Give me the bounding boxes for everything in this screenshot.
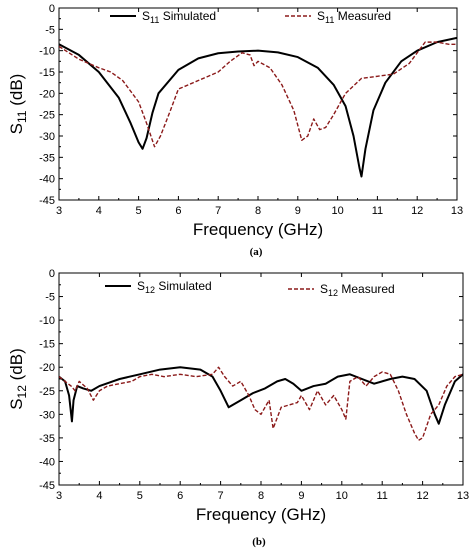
legend-entry-dashed: S12 Measured bbox=[320, 282, 395, 298]
y-tick-label: -10 bbox=[39, 315, 55, 327]
simulated-series-line bbox=[59, 366, 463, 425]
y-axis-unit: (dB) bbox=[7, 348, 26, 385]
legend-label: Simulated bbox=[159, 9, 216, 23]
y-tick-label: -35 bbox=[39, 152, 55, 164]
y-axis-subscript: 11 bbox=[15, 110, 29, 123]
y-tick-label: -45 bbox=[39, 195, 55, 207]
x-tick-label: 6 bbox=[177, 490, 183, 502]
y-axis-symbol: S bbox=[7, 398, 26, 409]
y-axis-symbol: S bbox=[7, 123, 26, 134]
x-tick-label: 6 bbox=[175, 205, 181, 217]
y-tick-label: -25 bbox=[39, 110, 55, 122]
y-tick-label: -30 bbox=[39, 409, 55, 421]
legend-subscript: 11 bbox=[325, 15, 334, 25]
x-tick-label: 12 bbox=[416, 490, 428, 502]
measured-series-line bbox=[59, 366, 463, 441]
legend-entry-dashed: S11 Measured bbox=[317, 9, 391, 25]
measured-series-line bbox=[59, 41, 457, 148]
x-tick-label: 9 bbox=[298, 490, 304, 502]
x-axis-title: Frequency (GHz) bbox=[196, 505, 326, 524]
legend-label: Measured bbox=[334, 9, 391, 23]
legend-subscript: 12 bbox=[328, 288, 338, 298]
plot-frame bbox=[58, 7, 458, 201]
y-axis-title: S12 (dB) bbox=[7, 348, 29, 410]
y-tick-label: -40 bbox=[39, 456, 55, 468]
x-tick-label: 5 bbox=[137, 490, 143, 502]
y-tick-label: 0 bbox=[49, 268, 55, 280]
x-tick-label: 9 bbox=[295, 205, 301, 217]
x-tick-label: 11 bbox=[376, 490, 387, 502]
y-tick-label: -30 bbox=[39, 131, 55, 143]
simulated-series-line bbox=[59, 36, 457, 178]
panel-caption: (a) bbox=[250, 246, 263, 258]
y-tick-label: -20 bbox=[39, 88, 55, 100]
x-tick-label: 10 bbox=[336, 490, 348, 502]
y-tick-label: -5 bbox=[45, 24, 55, 36]
x-tick-label: 4 bbox=[96, 205, 102, 217]
y-tick-label: -25 bbox=[39, 386, 55, 398]
x-tick-label: 5 bbox=[136, 205, 142, 217]
y-axis-subscript: 12 bbox=[15, 385, 29, 399]
chart-panel-2: 3 4 5 6 7 8 9 10 11 12 13 0 -5 -10 -15 -20 -25 -30 -35 -40 -… bbox=[7, 268, 469, 548]
x-tick-label: 7 bbox=[218, 490, 224, 502]
legend-entry-solid: S12 Simulated bbox=[137, 279, 212, 295]
x-tick-label: 3 bbox=[56, 490, 62, 502]
legend-subscript: 11 bbox=[150, 15, 159, 25]
y-tick-label: -35 bbox=[39, 433, 55, 445]
legend-label: Simulated bbox=[155, 279, 212, 293]
y-tick-label: -5 bbox=[45, 292, 55, 304]
legend-symbol: S bbox=[137, 279, 145, 293]
y-tick-label: -15 bbox=[39, 339, 55, 351]
legend-symbol: S bbox=[142, 9, 150, 23]
y-axis-unit: (dB) bbox=[7, 74, 26, 111]
x-tick-label: 3 bbox=[56, 205, 62, 217]
x-tick-label: 7 bbox=[215, 205, 221, 217]
panel-caption: (b) bbox=[252, 536, 266, 548]
x-tick-label: 8 bbox=[255, 205, 261, 217]
x-tick-label: 11 bbox=[372, 205, 383, 217]
y-axis-title: S11 (dB) bbox=[7, 74, 29, 135]
y-tick-label: -20 bbox=[39, 362, 55, 374]
legend-entry-solid: S11 Simulated bbox=[142, 9, 216, 25]
legend-label: Measured bbox=[338, 282, 395, 296]
y-tick-label: -40 bbox=[39, 174, 55, 186]
y-tick-label: -15 bbox=[39, 67, 55, 79]
y-tick-label: -45 bbox=[39, 480, 55, 492]
y-tick-label: -10 bbox=[39, 46, 55, 58]
legend-symbol: S bbox=[320, 282, 328, 296]
x-tick-label: 12 bbox=[411, 205, 423, 217]
x-axis-title: Frequency (GHz) bbox=[193, 220, 323, 239]
y-tick-label: 0 bbox=[49, 3, 55, 15]
x-tick-label: 4 bbox=[96, 490, 102, 502]
legend-symbol: S bbox=[317, 9, 325, 23]
x-tick-label: 13 bbox=[451, 205, 463, 217]
x-tick-label: 10 bbox=[331, 205, 343, 217]
x-tick-label: 8 bbox=[258, 490, 264, 502]
x-tick-label: 13 bbox=[457, 490, 469, 502]
chart-panel-1: 3 4 5 6 7 8 9 10 11 12 13 0 -5 -10 -15 -20 -25 -30 -35 -40 -… bbox=[7, 3, 463, 258]
legend-subscript: 12 bbox=[145, 285, 155, 295]
